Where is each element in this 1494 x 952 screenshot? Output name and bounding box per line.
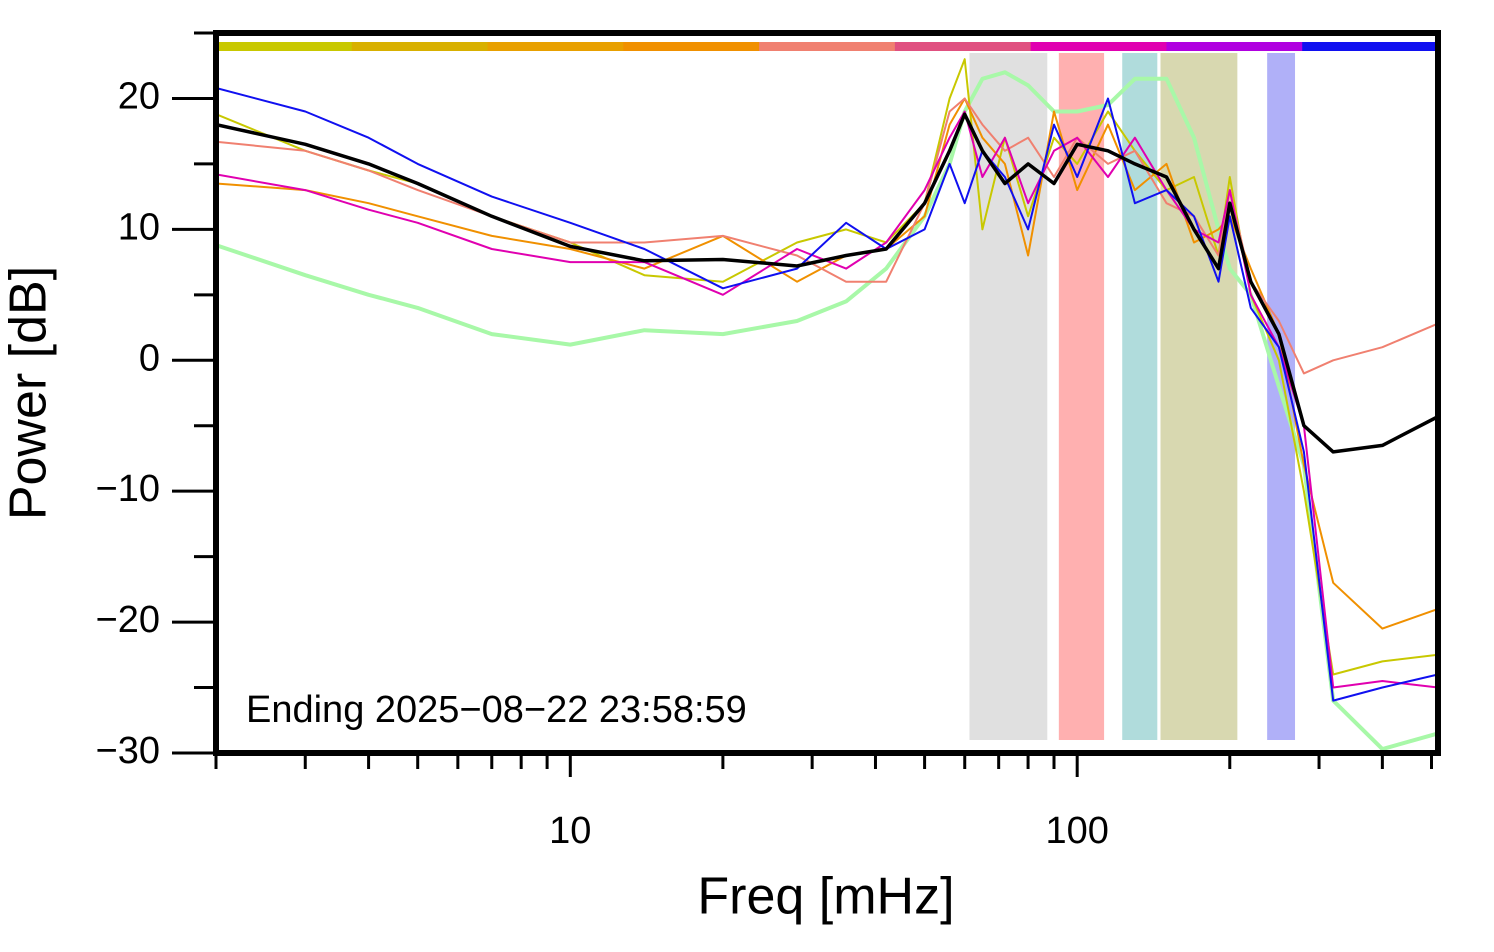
y-tick-label: 10 [118,206,160,248]
plot-frame [213,30,1441,756]
color-bar-segment [1166,42,1303,51]
plot-area [216,42,1438,752]
series-line [216,70,1438,752]
series-line [216,97,1438,375]
series-line [216,110,1438,689]
x-tick-label: 100 [1045,810,1108,852]
y-tick-label: 0 [139,337,160,379]
annotation: Ending 2025−08−22 23:58:59 [246,689,747,731]
band [1160,53,1238,740]
color-bar-segment [759,42,896,51]
x-tick-label: 10 [549,810,591,852]
series-line [216,97,1438,630]
x-axis-label: Freq [mHz] [697,868,954,926]
color-bar-segment [216,42,353,51]
color-bar-segment [623,42,760,51]
y-tick-label: −10 [96,468,160,510]
y-tick-label: −30 [96,730,160,772]
series-line [216,112,1438,454]
y-axis-label: Power [dB] [0,266,58,520]
y-tick-label: 20 [118,75,160,117]
color-bar-segment [1030,42,1167,51]
color-bar-segment [487,42,624,51]
color-bar-segment [894,42,1032,51]
color-bar-segment [351,42,489,51]
color-bar-segment [1302,42,1438,51]
y-tick-label: −20 [96,599,160,641]
series-line [216,58,1438,676]
series-line [216,87,1438,702]
